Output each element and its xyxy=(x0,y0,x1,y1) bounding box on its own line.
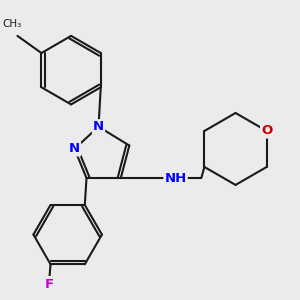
Text: CH₃: CH₃ xyxy=(3,19,22,29)
Text: N: N xyxy=(93,120,104,133)
Text: NH: NH xyxy=(164,172,187,184)
Text: F: F xyxy=(44,278,53,291)
Text: N: N xyxy=(69,142,80,155)
Text: O: O xyxy=(261,124,272,137)
